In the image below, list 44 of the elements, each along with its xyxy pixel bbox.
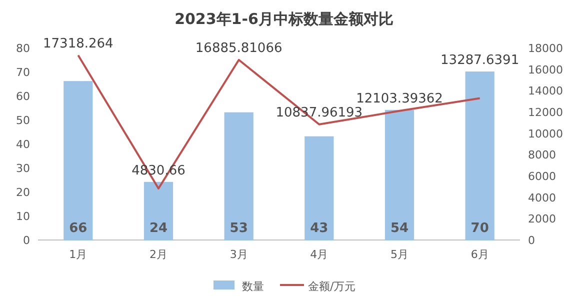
x-tick-label: 3月 bbox=[230, 248, 248, 261]
y2-tick-label: 16000 bbox=[528, 63, 563, 76]
y-tick-label: 60 bbox=[16, 90, 30, 103]
y2-tick-label: 4000 bbox=[528, 191, 556, 204]
bar bbox=[465, 72, 494, 240]
data-label: 24 bbox=[149, 221, 168, 236]
data-label: 43 bbox=[310, 221, 328, 236]
y2-tick-label: 0 bbox=[528, 234, 535, 247]
bar bbox=[144, 182, 174, 240]
y-tick-label: 30 bbox=[16, 162, 30, 175]
data-label: 12103.39362 bbox=[356, 91, 443, 106]
data-label: 70 bbox=[470, 221, 489, 236]
data-label: 16885.81066 bbox=[195, 40, 282, 56]
data-label: 17318.264 bbox=[43, 36, 114, 52]
bar bbox=[64, 81, 93, 240]
y2-tick-label: 10000 bbox=[528, 127, 563, 140]
y-tick-label: 0 bbox=[23, 234, 30, 247]
y-tick-label: 80 bbox=[16, 42, 30, 55]
x-tick-label: 2月 bbox=[150, 248, 168, 261]
y2-tick-label: 2000 bbox=[528, 212, 556, 226]
bar bbox=[384, 110, 414, 240]
y2-tick-label: 18000 bbox=[528, 42, 563, 55]
y2-tick-label: 8000 bbox=[528, 148, 556, 162]
bar bbox=[224, 112, 254, 240]
y-tick-label: 70 bbox=[16, 66, 30, 79]
bar bbox=[304, 136, 334, 240]
y-tick-label: 50 bbox=[16, 114, 30, 127]
x-tick-label: 5月 bbox=[390, 248, 408, 261]
data-label: 13287.6391 bbox=[440, 53, 520, 68]
legend-label: 数量 bbox=[242, 280, 264, 293]
x-tick-label: 6月 bbox=[470, 248, 489, 261]
legend-label: 金额/万元 bbox=[308, 280, 356, 293]
y-tick-label: 40 bbox=[16, 138, 30, 151]
chart-title: 2023年1-6月中标数量金额对比 bbox=[174, 10, 394, 28]
y-tick-label: 20 bbox=[16, 186, 30, 199]
x-tick-label: 1月 bbox=[69, 248, 88, 261]
x-tick-label: 4月 bbox=[310, 248, 328, 261]
data-label: 53 bbox=[230, 221, 248, 236]
data-label: 54 bbox=[390, 221, 409, 236]
y2-tick-label: 6000 bbox=[528, 170, 556, 183]
y2-tick-label: 14000 bbox=[528, 84, 563, 98]
data-label: 66 bbox=[69, 221, 88, 236]
y-tick-label: 10 bbox=[16, 210, 30, 223]
y2-tick-label: 12000 bbox=[528, 106, 563, 119]
